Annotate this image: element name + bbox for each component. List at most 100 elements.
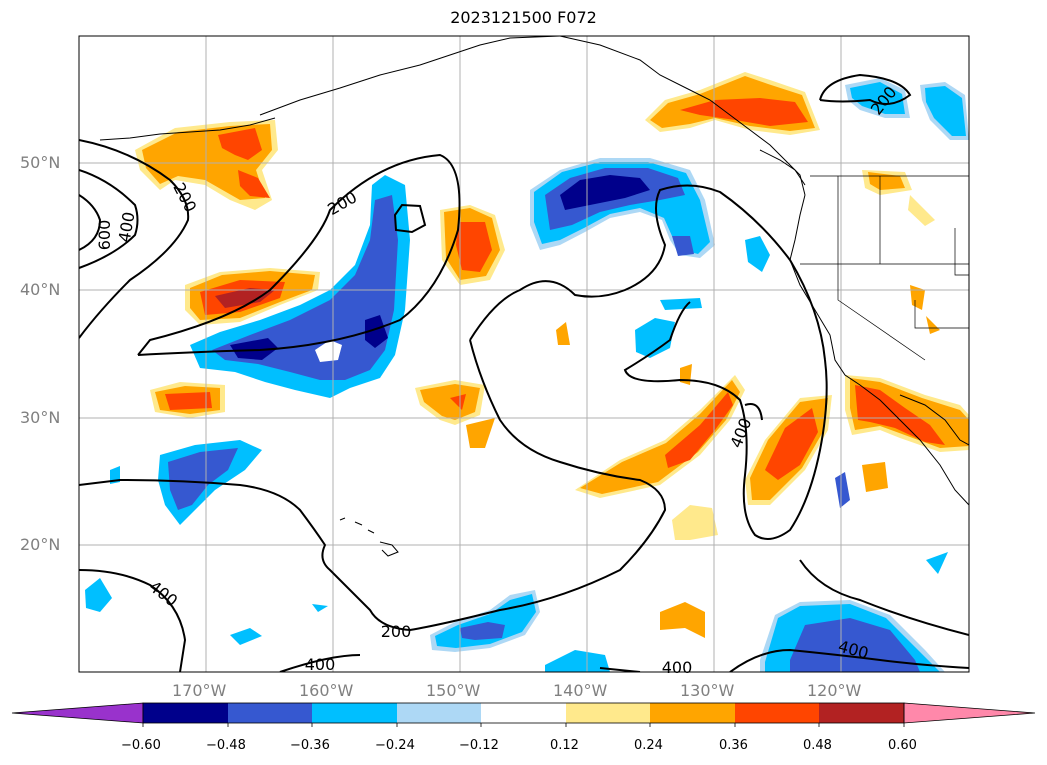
positive-anomaly-region bbox=[238, 170, 270, 198]
contour-line bbox=[744, 403, 763, 421]
colorbar-bin bbox=[143, 703, 228, 723]
colorbar-tick-label: −0.36 bbox=[290, 738, 330, 753]
alaska-coast bbox=[259, 36, 561, 116]
na-west-coast bbox=[789, 194, 969, 506]
colorbar-bin bbox=[312, 703, 397, 723]
contour-line bbox=[393, 203, 427, 234]
negative-anomaly-region bbox=[230, 338, 278, 360]
positive-anomaly-region bbox=[862, 462, 888, 492]
colorbar-bin bbox=[228, 703, 312, 723]
positive-anomaly-region bbox=[218, 128, 262, 160]
positive-anomaly-region bbox=[680, 98, 808, 126]
colorbar-tick-label: 0.48 bbox=[803, 738, 832, 753]
positive-anomaly-region bbox=[556, 322, 570, 345]
contour-label: 600 bbox=[95, 220, 114, 251]
negative-anomaly-region bbox=[85, 578, 112, 612]
positive-anomaly-region bbox=[855, 385, 945, 445]
positive-anomaly-region bbox=[580, 380, 740, 494]
contour-label: 400 bbox=[305, 655, 336, 674]
contour-label: 200 bbox=[381, 622, 412, 641]
negative-anomaly-region bbox=[212, 195, 398, 380]
negative-anomaly-region bbox=[365, 315, 388, 348]
colorbar-tick-label: 0.24 bbox=[634, 738, 663, 753]
positive-anomaly-region bbox=[450, 394, 466, 410]
contour-label: 400 bbox=[726, 415, 755, 450]
colorbar-bin bbox=[566, 703, 650, 723]
contour-line bbox=[469, 184, 828, 540]
positive-anomaly-region bbox=[926, 316, 940, 334]
colorbar-tick-label: −0.12 bbox=[459, 738, 499, 753]
state-border bbox=[954, 228, 969, 276]
negative-anomaly-region bbox=[925, 86, 966, 136]
negative-anomaly-region bbox=[168, 448, 238, 510]
colorbar-tick-label: −0.60 bbox=[121, 738, 161, 753]
negative-anomaly-region bbox=[545, 650, 610, 672]
lon-label-170w: 170°W bbox=[172, 681, 227, 700]
lon-label-160w: 160°W bbox=[299, 681, 354, 700]
contours bbox=[79, 73, 969, 672]
negative-anomaly-region bbox=[635, 318, 675, 358]
contour-label: 400 bbox=[662, 658, 693, 677]
state-border bbox=[914, 300, 969, 329]
lat-label-50n: 50°N bbox=[20, 153, 61, 172]
positive-anomaly-region bbox=[665, 392, 733, 468]
contour-line bbox=[79, 139, 190, 339]
colorbar-tick-label: −0.48 bbox=[206, 738, 246, 753]
contour-label: 400 bbox=[146, 577, 182, 611]
contour-line bbox=[819, 73, 912, 105]
contour-label: 200 bbox=[169, 179, 200, 215]
coastlines bbox=[99, 36, 969, 557]
plot-frame bbox=[78, 35, 970, 673]
negative-anomaly-region bbox=[790, 618, 920, 672]
negative-anomaly-region bbox=[460, 622, 505, 640]
hawaii-islands bbox=[339, 517, 399, 557]
vancouver-island bbox=[759, 149, 806, 186]
colorbar-bin bbox=[819, 703, 904, 723]
positive-anomaly-region bbox=[910, 285, 925, 310]
alaska-coast bbox=[559, 36, 806, 196]
contour-line bbox=[799, 559, 969, 636]
contour-line bbox=[79, 339, 667, 632]
negative-anomaly-region bbox=[315, 340, 342, 362]
positive-anomaly-region bbox=[660, 602, 705, 638]
contour-line bbox=[137, 153, 461, 356]
positive-anomaly-region bbox=[672, 505, 718, 540]
contour-line bbox=[79, 169, 139, 269]
aleutian-chain bbox=[99, 117, 276, 141]
colorbar bbox=[11, 702, 1036, 727]
colorbar-bin bbox=[650, 703, 735, 723]
colorbar-tick-label: 0.12 bbox=[550, 738, 579, 753]
colorbar-extend-max bbox=[903, 702, 1036, 724]
positive-anomaly-region bbox=[868, 172, 905, 190]
colorbar-tick-label: 0.60 bbox=[888, 738, 917, 753]
contour-line bbox=[79, 194, 102, 251]
negative-anomaly-region bbox=[660, 298, 702, 310]
contour-label: 200 bbox=[324, 187, 360, 219]
contour-line bbox=[279, 654, 361, 672]
positive-anomaly-region bbox=[466, 418, 495, 448]
positive-anomaly-region bbox=[165, 392, 212, 410]
state-border bbox=[837, 176, 926, 361]
negative-anomaly-region bbox=[926, 552, 948, 574]
colorbar-bin bbox=[735, 703, 819, 723]
colorbar-bin bbox=[481, 703, 566, 723]
map-title: 2023121500 F072 bbox=[450, 8, 597, 27]
negative-anomaly-region bbox=[850, 82, 905, 114]
negative-anomaly-region bbox=[312, 604, 328, 612]
contour-label: 400 bbox=[115, 210, 139, 243]
lon-label-120w: 120°W bbox=[807, 681, 862, 700]
contour-line bbox=[729, 648, 969, 672]
positive-anomaly-region bbox=[908, 195, 935, 226]
negative-anomaly-region bbox=[560, 175, 650, 210]
lon-label-130w: 130°W bbox=[680, 681, 735, 700]
positive-anomaly-region bbox=[420, 384, 480, 420]
colorbar-frame bbox=[142, 702, 905, 724]
contour-line bbox=[79, 569, 187, 672]
negative-anomaly-region bbox=[835, 472, 850, 508]
shaded-fields bbox=[85, 72, 969, 672]
colorbar-tick-label: 0.36 bbox=[719, 738, 748, 753]
positive-anomaly-region bbox=[680, 364, 692, 385]
positive-anomaly-region bbox=[215, 288, 275, 308]
positive-anomaly-region bbox=[765, 408, 818, 480]
negative-anomaly-region bbox=[745, 236, 770, 272]
